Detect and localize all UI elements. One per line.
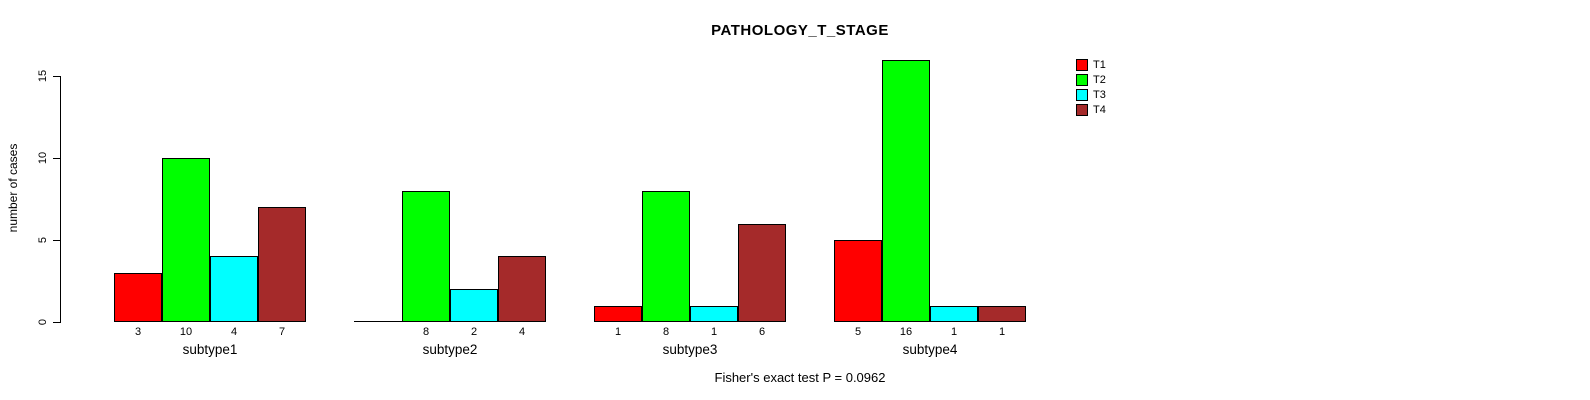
bar-t4-subtype1: [258, 207, 306, 322]
bar-value-label: 2: [470, 326, 478, 338]
legend-item-t2: T2: [1076, 72, 1106, 87]
y-axis-tick-label: 0: [37, 318, 49, 326]
bar-value-label: 1: [998, 326, 1006, 338]
y-axis-tick-label: 10: [37, 151, 49, 165]
legend-item-t4: T4: [1076, 102, 1106, 117]
bar-t3-subtype1: [210, 256, 258, 322]
legend-swatch-t2: [1076, 73, 1088, 86]
bar-t1-subtype2: [354, 321, 402, 322]
y-axis-tick: [53, 322, 60, 323]
legend: T1 T2 T3 T4: [1076, 57, 1106, 117]
legend-label: T4: [1093, 103, 1106, 116]
bar-value-label: 8: [662, 326, 670, 338]
bar-value-label: 10: [179, 326, 193, 338]
bar-value-label: 7: [278, 326, 286, 338]
legend-swatch-t1: [1076, 58, 1088, 71]
bar-value-label: 16: [899, 326, 913, 338]
legend-swatch-t3: [1076, 88, 1088, 101]
y-axis-tick: [53, 158, 60, 159]
y-axis-tick-label: 5: [37, 236, 49, 244]
bar-t2-subtype2: [402, 191, 450, 322]
bar-t3-subtype2: [450, 289, 498, 322]
legend-swatch-t4: [1076, 103, 1088, 116]
y-axis-line: [60, 76, 61, 323]
y-axis-tick: [53, 76, 60, 77]
bar-value-label: 1: [710, 326, 718, 338]
bar-t1-subtype1: [114, 273, 162, 322]
legend-label: T2: [1093, 73, 1106, 86]
bar-value-label: 6: [758, 326, 766, 338]
legend-label: T3: [1093, 88, 1106, 101]
y-axis-tick-label: 15: [37, 69, 49, 83]
bar-value-label: 4: [230, 326, 238, 338]
bar-value-label: 1: [950, 326, 958, 338]
bar-t3-subtype3: [690, 306, 738, 322]
x-category-label-subtype1: subtype1: [182, 342, 238, 357]
bar-value-label: 1: [614, 326, 622, 338]
bar-value-label: 5: [854, 326, 862, 338]
x-category-label-subtype2: subtype2: [422, 342, 478, 357]
bar-t2-subtype3: [642, 191, 690, 322]
x-category-label-subtype4: subtype4: [902, 342, 958, 357]
bar-t1-subtype3: [594, 306, 642, 322]
legend-label: T1: [1093, 58, 1106, 71]
bar-t4-subtype4: [978, 306, 1026, 322]
bar-t1-subtype4: [834, 240, 882, 322]
bar-t3-subtype4: [930, 306, 978, 322]
bar-value-label: 4: [518, 326, 526, 338]
legend-item-t3: T3: [1076, 87, 1106, 102]
chart-title: PATHOLOGY_T_STAGE: [711, 22, 889, 39]
stat-annotation: Fisher's exact test P = 0.0962: [714, 370, 886, 385]
x-category-label-subtype3: subtype3: [662, 342, 718, 357]
bar-t4-subtype3: [738, 224, 786, 322]
bar-t4-subtype2: [498, 256, 546, 322]
bar-value-label: 8: [422, 326, 430, 338]
bar-t2-subtype4: [882, 60, 930, 322]
bar-value-label: 3: [134, 326, 142, 338]
bar-t2-subtype1: [162, 158, 210, 322]
legend-item-t1: T1: [1076, 57, 1106, 72]
y-axis-tick: [53, 240, 60, 241]
